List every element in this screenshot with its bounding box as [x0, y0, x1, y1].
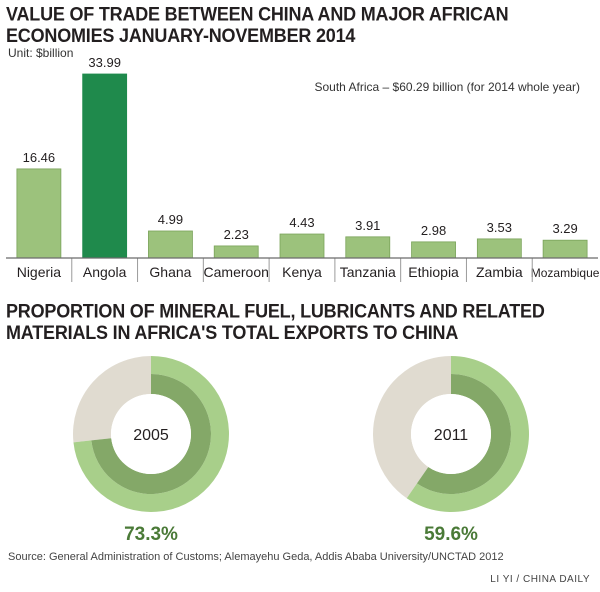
- category-label-angola: Angola: [83, 264, 127, 280]
- donut-share-inner-2005: [91, 374, 212, 494]
- value-label-angola: 33.99: [88, 55, 121, 70]
- value-label-mozambique: 3.29: [552, 221, 577, 236]
- donut-hole-2011: [411, 394, 491, 474]
- category-label-mozambique: Mozambique: [531, 266, 600, 280]
- category-label-tanzania: Tanzania: [340, 264, 396, 280]
- category-label-nigeria: Nigeria: [17, 264, 62, 280]
- donut-share-inner-2011: [416, 374, 511, 494]
- source-note: Source: General Administration of Custom…: [8, 551, 504, 563]
- value-label-cameroon: 2.23: [224, 227, 249, 242]
- value-label-nigeria: 16.46: [23, 150, 56, 165]
- bar-angola: [82, 73, 128, 259]
- donut-rest-2005: [73, 356, 151, 443]
- value-label-ghana: 4.99: [158, 212, 183, 227]
- value-label-tanzania: 3.91: [355, 218, 380, 233]
- year-label-2005: 2005: [133, 427, 169, 444]
- donut-share-outer-2011: [406, 356, 529, 512]
- bar-nigeria: [16, 168, 62, 259]
- bar-cameroon: [213, 245, 259, 259]
- south-africa-note: South Africa – $60.29 billion (for 2014 …: [314, 80, 581, 94]
- bar-kenya: [279, 233, 325, 259]
- bar-tanzania: [345, 236, 391, 259]
- trade-bar-chart: 16.46 Nigeria 33.99 Angola 4.99 Ghana 2.23 Came…: [6, 55, 600, 282]
- value-label-ethiopia: 2.98: [421, 223, 446, 238]
- category-label-ethiopia: Ethiopia: [408, 264, 459, 280]
- category-label-zambia: Zambia: [476, 264, 523, 280]
- unit-label: Unit: $billion: [8, 46, 74, 60]
- category-label-cameroon: Cameroon: [204, 264, 269, 280]
- percent-label-2011: 59.6%: [424, 524, 478, 545]
- value-label-zambia: 3.53: [487, 220, 512, 235]
- trade-chart-title: VALUE OF TRADE BETWEEN CHINA AND MAJOR A…: [6, 3, 509, 47]
- bar-ethiopia: [411, 241, 456, 259]
- value-label-kenya: 4.43: [289, 215, 314, 230]
- year-label-2011: 2011: [434, 427, 469, 444]
- donut-hole-2005: [111, 394, 191, 474]
- bar-zambia: [476, 238, 522, 259]
- category-label-kenya: Kenya: [282, 264, 322, 280]
- proportion-donut-charts: 2005 73.3% 2011 59.6%: [73, 356, 529, 545]
- proportion-chart-title: PROPORTION OF MINERAL FUEL, LUBRICANTS A…: [6, 300, 545, 344]
- credit-line: LI YI / CHINA DAILY: [490, 574, 590, 585]
- donut-rest-2011: [372, 356, 451, 499]
- bar-mozambique: [542, 239, 588, 259]
- percent-label-2005: 73.3%: [124, 524, 178, 545]
- category-label-ghana: Ghana: [149, 264, 191, 280]
- bar-ghana: [148, 230, 193, 259]
